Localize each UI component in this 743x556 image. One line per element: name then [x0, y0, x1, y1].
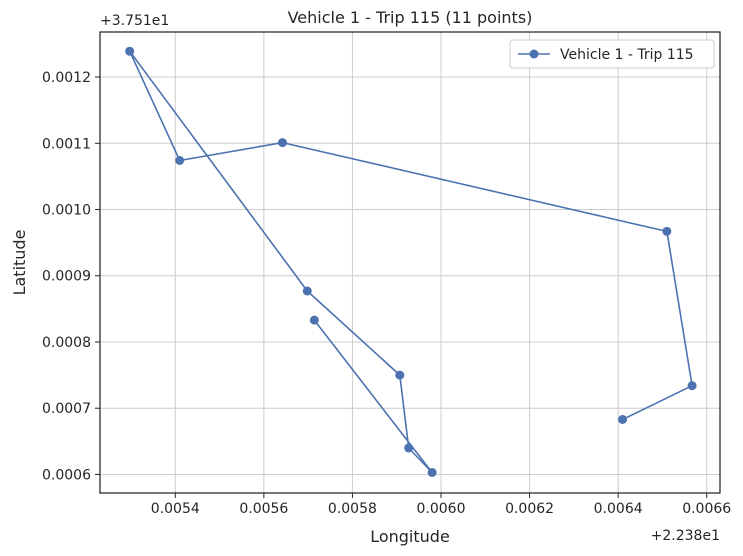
y-tick-label: 0.0008	[42, 335, 91, 351]
x-tick-label: 0.0066	[682, 501, 731, 517]
data-point-marker	[404, 443, 414, 453]
y-tick-label: 0.0012	[42, 70, 91, 86]
y-tick-label: 0.0011	[42, 136, 91, 152]
data-point-marker	[687, 381, 697, 391]
y-offset-label: +3.751e1	[100, 13, 169, 29]
x-tick-label: 0.0056	[239, 501, 288, 517]
data-point-marker	[302, 286, 312, 296]
data-point-marker	[618, 414, 628, 424]
x-offset-label: +2.238e1	[651, 528, 720, 544]
legend-marker-swatch	[529, 49, 539, 59]
chart-title: Vehicle 1 - Trip 115 (11 points)	[288, 8, 533, 27]
y-tick-label: 0.0006	[42, 467, 91, 483]
data-point-marker	[277, 138, 287, 148]
grid-lines	[100, 32, 720, 493]
x-tick-label: 0.0054	[151, 501, 200, 517]
data-point-marker	[662, 226, 672, 236]
x-axis-label: Longitude	[370, 527, 450, 546]
x-tick-label: 0.0058	[328, 501, 377, 517]
series-layer	[125, 46, 697, 477]
x-tick-label: 0.0060	[417, 501, 466, 517]
legend: Vehicle 1 - Trip 115	[509, 39, 715, 69]
legend-box	[509, 39, 715, 69]
data-point-marker	[175, 155, 185, 165]
y-tick-label: 0.0010	[42, 203, 91, 219]
data-point-marker	[427, 467, 437, 477]
x-tick-label: 0.0062	[505, 501, 554, 517]
y-tick-label: 0.0007	[42, 401, 91, 417]
x-tick-label: 0.0064	[594, 501, 643, 517]
data-point-marker	[395, 370, 405, 380]
data-point-marker	[125, 46, 135, 56]
y-axis-label: Latitude	[10, 230, 29, 296]
axis-ticks: 0.0054 0.0056 0.0058 0.0060 0.0062 0.0064 0.00…	[42, 70, 731, 517]
legend-entry-label: Vehicle 1 - Trip 115	[560, 47, 694, 63]
data-point-marker	[309, 315, 319, 325]
y-tick-label: 0.0009	[42, 269, 91, 285]
plot-frame	[99, 31, 721, 494]
